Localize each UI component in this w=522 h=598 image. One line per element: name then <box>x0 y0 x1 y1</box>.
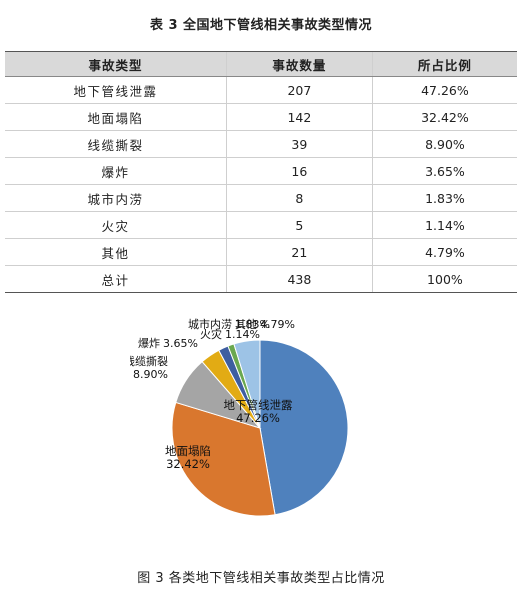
cell-ratio: 1.14% <box>371 211 517 239</box>
cell-count: 16 <box>225 157 373 185</box>
cell-count: 8 <box>225 184 373 212</box>
cell-count: 5 <box>225 211 373 239</box>
cell-ratio: 32.42% <box>371 103 517 131</box>
table-header-row: 事故类型 事故数量 所占比例 <box>5 51 517 77</box>
pie-slice-label: 地面塌陷 32.42% <box>165 444 211 471</box>
pie-slice-value: 32.42% <box>166 457 210 471</box>
pie-slice-name: 线缆撕裂 <box>130 354 168 368</box>
table-row: 地下管线泄露 207 47.26% <box>5 76 517 104</box>
pie-slice-name: 爆炸 <box>138 336 160 350</box>
pie-slice-label: 地下管线泄露 47.26% <box>224 398 293 425</box>
cell-type: 线缆撕裂 <box>5 130 227 158</box>
pie-slice-label: 线缆撕裂8.90% <box>130 354 168 381</box>
cell-ratio: 1.83% <box>371 184 517 212</box>
table-row: 其他 21 4.79% <box>5 238 517 266</box>
pie-slice-name: 城市内涝 <box>188 317 232 331</box>
pie-slice-name: 地面塌陷 <box>165 444 211 458</box>
pie-slice <box>233 339 261 429</box>
figure-caption: 图 3 各类地下管线相关事故类型占比情况 <box>137 571 385 586</box>
cell-count: 21 <box>225 238 373 266</box>
pie-slice-value: 1.83% <box>235 318 270 331</box>
column-header-ratio: 所占比例 <box>371 51 517 77</box>
pie-slice-label: 爆炸 3.65% <box>138 336 198 350</box>
pie-slices <box>171 339 349 517</box>
cell-ratio: 8.90% <box>371 130 517 158</box>
cell-type: 地面塌陷 <box>5 103 227 131</box>
pie-slice-label: 城市内涝 1.83% <box>188 317 270 331</box>
cell-type: 爆炸 <box>5 157 227 185</box>
table-row: 火灾 5 1.14% <box>5 211 517 239</box>
pie-slice-name: 火灾 <box>200 327 222 341</box>
cell-count: 142 <box>225 103 373 131</box>
pie-slice <box>171 401 276 517</box>
cell-count: 207 <box>225 76 373 104</box>
pie-slice-value: 4.79% <box>260 318 295 331</box>
cell-count: 39 <box>225 130 373 158</box>
table-row: 城市内涝 8 1.83% <box>5 184 517 212</box>
table-title: 表 3 全国地下管线相关事故类型情况 <box>149 18 373 33</box>
cell-ratio: 47.26% <box>371 76 517 104</box>
cell-type: 地下管线泄露 <box>5 76 227 104</box>
cell-ratio: 4.79% <box>371 238 517 266</box>
accident-type-table: 事故类型 事故数量 所占比例 地下管线泄露 207 47.26% 地面塌陷 14… <box>5 51 517 293</box>
cell-type: 其他 <box>5 238 227 266</box>
pie-slice-value: 8.90% <box>133 368 168 381</box>
column-header-type: 事故类型 <box>5 51 227 77</box>
pie-slice-name: 其他 <box>235 318 257 331</box>
pie-slice-label: 其他 4.79% <box>235 318 295 331</box>
pie-slice <box>259 339 349 516</box>
cell-ratio: 3.65% <box>371 157 517 185</box>
cell-ratio: 100% <box>371 265 517 293</box>
pie-slice-value: 1.14% <box>225 328 260 341</box>
cell-type: 总计 <box>5 265 227 293</box>
table-row: 线缆撕裂 39 8.90% <box>5 130 517 158</box>
pie-slice-value: 47.26% <box>236 411 280 425</box>
table-row: 爆炸 16 3.65% <box>5 157 517 185</box>
column-header-count: 事故数量 <box>225 51 373 77</box>
pie-slice-label: 火灾 1.14% <box>200 327 260 341</box>
table-row: 地面塌陷 142 32.42% <box>5 103 517 131</box>
cell-type: 城市内涝 <box>5 184 227 212</box>
table-row-total: 总计 438 100% <box>5 265 517 293</box>
cell-count: 438 <box>225 265 373 293</box>
cell-type: 火灾 <box>5 211 227 239</box>
pie-slice-value: 3.65% <box>163 337 198 350</box>
pie-slice-name: 地下管线泄露 <box>224 398 293 412</box>
